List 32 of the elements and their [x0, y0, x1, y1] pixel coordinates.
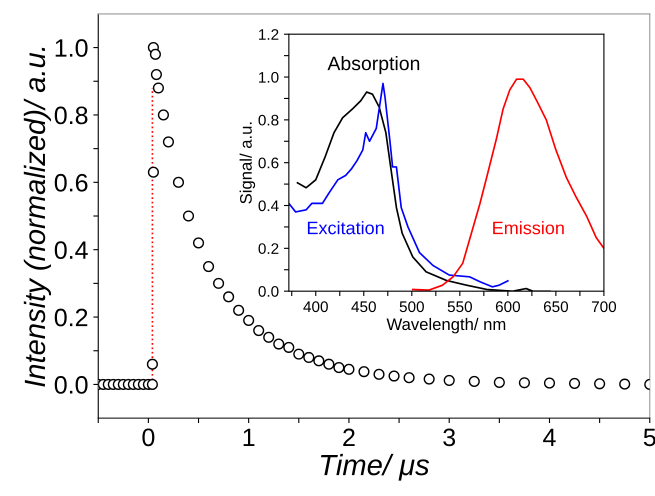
- y-tick-label: 0.0: [54, 376, 88, 394]
- y-tick-label: 0.2: [54, 308, 88, 326]
- y-tick-label: 1.2: [259, 29, 278, 40]
- x-axis-title: Time/ μs: [320, 454, 430, 481]
- y-tick-label: 1.0: [56, 39, 88, 57]
- x-axis-title: Wavelength/ nm: [386, 318, 506, 334]
- y-tick-label: 0.2: [258, 243, 278, 254]
- y-tick-label: 0.4: [54, 241, 88, 259]
- x-tick-label: 0: [142, 428, 154, 446]
- y-tick-label: 0.0: [258, 286, 279, 297]
- x-tick-label: 2: [343, 428, 355, 446]
- y-tick-label: 1.0: [259, 72, 279, 83]
- y-tick-label: 0.8: [54, 106, 88, 124]
- x-tick-label: 450: [351, 301, 376, 312]
- series-label: Emission: [493, 221, 564, 234]
- x-tick-label: 650: [544, 301, 568, 312]
- x-tick-label: 550: [448, 301, 472, 312]
- x-tick-label: 400: [303, 301, 328, 312]
- series-label: Excitation: [308, 221, 384, 234]
- y-tick-label: 0.6: [258, 158, 278, 168]
- x-tick-label: 500: [400, 301, 424, 312]
- x-tick-label: 600: [496, 301, 520, 312]
- y-axis-title: Intensity (normalized)/ a.u.: [24, 48, 51, 387]
- x-tick-label: 4: [543, 428, 556, 446]
- y-tick-label: 0.6: [54, 174, 88, 192]
- x-tick-label: 1: [244, 428, 254, 446]
- x-tick-label: 700: [592, 301, 616, 312]
- y-axis-title: Signal/ a.u.: [240, 122, 256, 204]
- y-tick-label: 0.4: [258, 200, 279, 212]
- x-tick-label: 3: [443, 428, 456, 446]
- y-tick-label: 0.8: [258, 114, 278, 126]
- series-label: Absorption: [327, 56, 420, 74]
